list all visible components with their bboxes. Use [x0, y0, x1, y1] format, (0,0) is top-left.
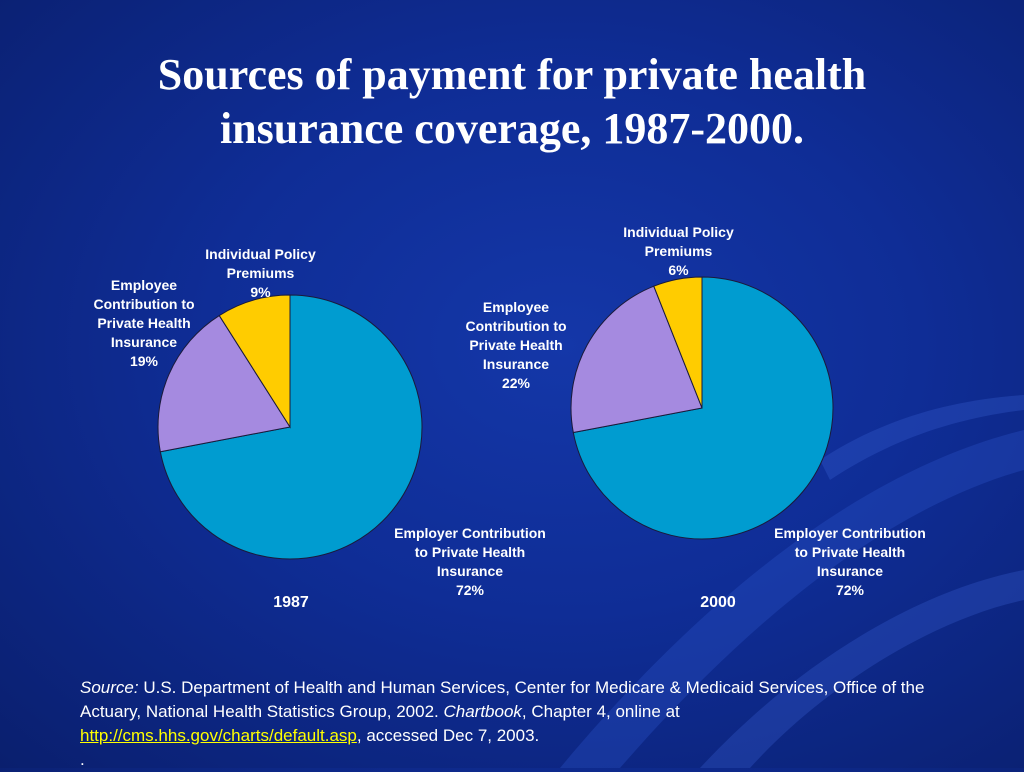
label-line: 9%: [250, 284, 271, 300]
title-line-1: Sources of payment for private health: [157, 50, 867, 99]
source-book: Chartbook: [443, 702, 522, 721]
source-text-2: , Chapter 4, online at: [521, 702, 680, 721]
label-2000-employer: Employer Contribution to Private Health In…: [760, 524, 940, 600]
label-1987-employee: Employee Contribution to Private Health Ins…: [80, 276, 208, 371]
pie-2000-employee-slice: [570, 285, 703, 434]
year-label-1987: 1987: [273, 594, 309, 611]
source-trailing: .: [80, 750, 85, 769]
pie-2000-individual-slice: [653, 276, 703, 409]
label-line: to Private Health: [794, 544, 906, 560]
label-line: 72%: [455, 582, 485, 598]
source-text-3: , accessed Dec 7, 2003.: [356, 726, 540, 745]
label-2000-employee: Employee Contribution to Private Health Ins…: [452, 298, 580, 393]
page-title: Sources of payment for private health in…: [0, 48, 1024, 156]
label-1987-individual: Individual Policy Premiums 9%: [188, 245, 333, 302]
source-prefix: Source:: [80, 678, 139, 697]
label-line: Individual Policy: [205, 246, 316, 262]
label-line: Insurance: [816, 563, 884, 579]
source-text-1: U.S. Department of Health and Human Serv…: [80, 678, 925, 721]
title-line-2: insurance coverage, 1987-2000.: [219, 104, 805, 153]
label-line: Private Health: [97, 315, 191, 331]
label-line: Premiums: [226, 265, 295, 281]
year-label-2000: 2000: [700, 594, 736, 611]
label-1987-employer: Employer Contribution to Private Health In…: [380, 524, 560, 600]
label-line: Insurance: [482, 356, 550, 372]
pie-1987-employee-slice: [157, 314, 291, 453]
label-line: Employee: [110, 277, 178, 293]
label-line: Individual Policy: [623, 224, 734, 240]
label-line: to Private Health: [414, 544, 526, 560]
label-line: Employee: [482, 299, 550, 315]
label-line: Premiums: [644, 243, 713, 259]
pie-1987-employer-slice: [159, 294, 423, 560]
label-line: Insurance: [110, 334, 178, 350]
pie-1987-individual-slice: [218, 294, 291, 429]
source-link[interactable]: http://cms.hhs.gov/charts/default.asp: [80, 726, 357, 745]
label-line: Employer Contribution: [394, 525, 546, 541]
label-line: 6%: [668, 262, 689, 278]
label-line: Contribution to: [93, 296, 195, 312]
source-citation: Source: U.S. Department of Health and Hu…: [80, 676, 960, 772]
label-2000-individual: Individual Policy Premiums 6%: [606, 223, 751, 280]
label-line: 22%: [501, 375, 531, 391]
pie-2000-employer-slice: [572, 276, 834, 540]
label-line: Employer Contribution: [774, 525, 926, 541]
label-line: Insurance: [436, 563, 504, 579]
label-line: 72%: [835, 582, 865, 598]
label-line: 19%: [129, 353, 159, 369]
label-line: Contribution to: [465, 318, 567, 334]
label-line: Private Health: [469, 337, 563, 353]
